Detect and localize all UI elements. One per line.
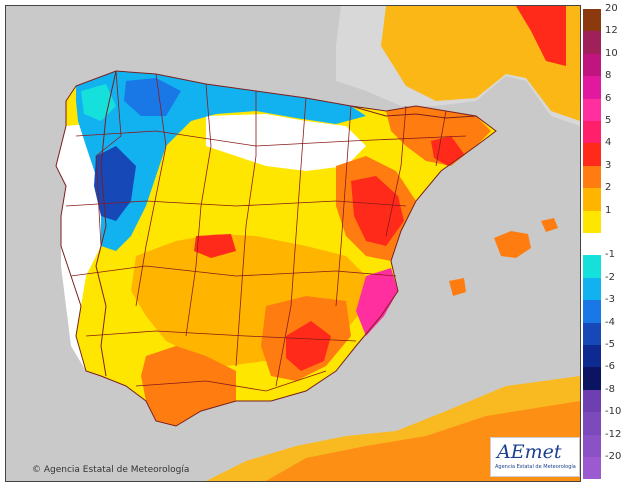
legend-label: -1 <box>605 249 615 261</box>
menorca <box>541 218 558 232</box>
legend-swatch <box>583 31 601 54</box>
legend-swatch <box>583 121 601 144</box>
legend-label: -20 <box>605 451 622 462</box>
pyrenees-border <box>350 105 477 119</box>
legend-swatch <box>583 210 601 233</box>
madrid-hot <box>194 234 236 258</box>
legend-swatch <box>583 457 601 480</box>
legend-swatch <box>583 412 601 435</box>
legend-swatch <box>583 277 601 301</box>
alicante-hot <box>356 268 398 336</box>
legend-swatch <box>583 143 601 166</box>
legend-label: -4 <box>605 316 615 328</box>
legend-label: 20 <box>605 3 618 14</box>
france-anomaly-strong <box>516 6 566 66</box>
legend-label: 10 <box>605 47 618 59</box>
map-canvas <box>6 6 580 481</box>
legend-label: 2 <box>605 182 612 194</box>
andalucia-warm <box>141 346 236 426</box>
legend-label: -8 <box>605 383 615 395</box>
copyright-text: © Agencia Estatal de Meteorología <box>32 465 190 475</box>
legend-label: 3 <box>605 159 612 171</box>
legend-swatch <box>583 53 601 77</box>
legend-label: 6 <box>605 92 612 104</box>
legend-label: 12 <box>605 25 618 37</box>
legend-swatch <box>583 367 601 390</box>
legend-label: 4 <box>605 137 612 149</box>
aemet-logo: AEmet Agencia Estatal de Meteorología <box>490 437 580 477</box>
north-neutral <box>206 114 366 171</box>
legend-swatch <box>583 300 601 323</box>
legend-swatch <box>583 98 601 121</box>
legend-swatch <box>583 233 601 256</box>
portugal-border <box>95 70 117 377</box>
logo-wordmark: AEmet <box>497 441 562 463</box>
legend-swatch <box>583 389 601 413</box>
legend-label: 8 <box>605 70 612 82</box>
legend-swatch <box>583 322 601 345</box>
asturias-cold <box>124 78 181 116</box>
legend-label: -3 <box>605 294 615 306</box>
legend-swatch <box>583 188 601 211</box>
legend-label: -12 <box>605 428 622 440</box>
legend-label: 1 <box>605 204 612 216</box>
france-anomaly <box>381 6 580 121</box>
valencia-hot <box>351 176 404 246</box>
province-boundaries <box>65 70 467 392</box>
legend-label: -6 <box>605 361 615 373</box>
legend-label: -2 <box>605 271 615 283</box>
legend-swatch <box>583 165 601 189</box>
catalonia-hot <box>431 136 464 166</box>
color-legend: 20 12 10 8 6 5 4 3 2 1 -1 -2 -3 -4 -5 -6 -8 -10 -12 -20 <box>583 4 627 480</box>
legend-label: -10 <box>605 406 622 418</box>
logo-subtitle: Agencia Estatal de Meteorología <box>495 464 576 470</box>
mallorca <box>494 231 531 258</box>
legend-swatch <box>583 255 601 278</box>
anomaly-map <box>5 5 581 482</box>
legend-swatch <box>583 345 601 368</box>
legend-label: 5 <box>605 115 612 126</box>
legend-swatch <box>583 76 601 99</box>
legend-label: -5 <box>605 339 615 350</box>
ibiza <box>449 278 466 296</box>
murcia-hot <box>286 321 331 371</box>
ebro-warm <box>386 106 491 166</box>
iberia-coastline <box>55 70 497 427</box>
legend-swatch <box>583 9 601 32</box>
legend-swatch <box>583 434 601 457</box>
